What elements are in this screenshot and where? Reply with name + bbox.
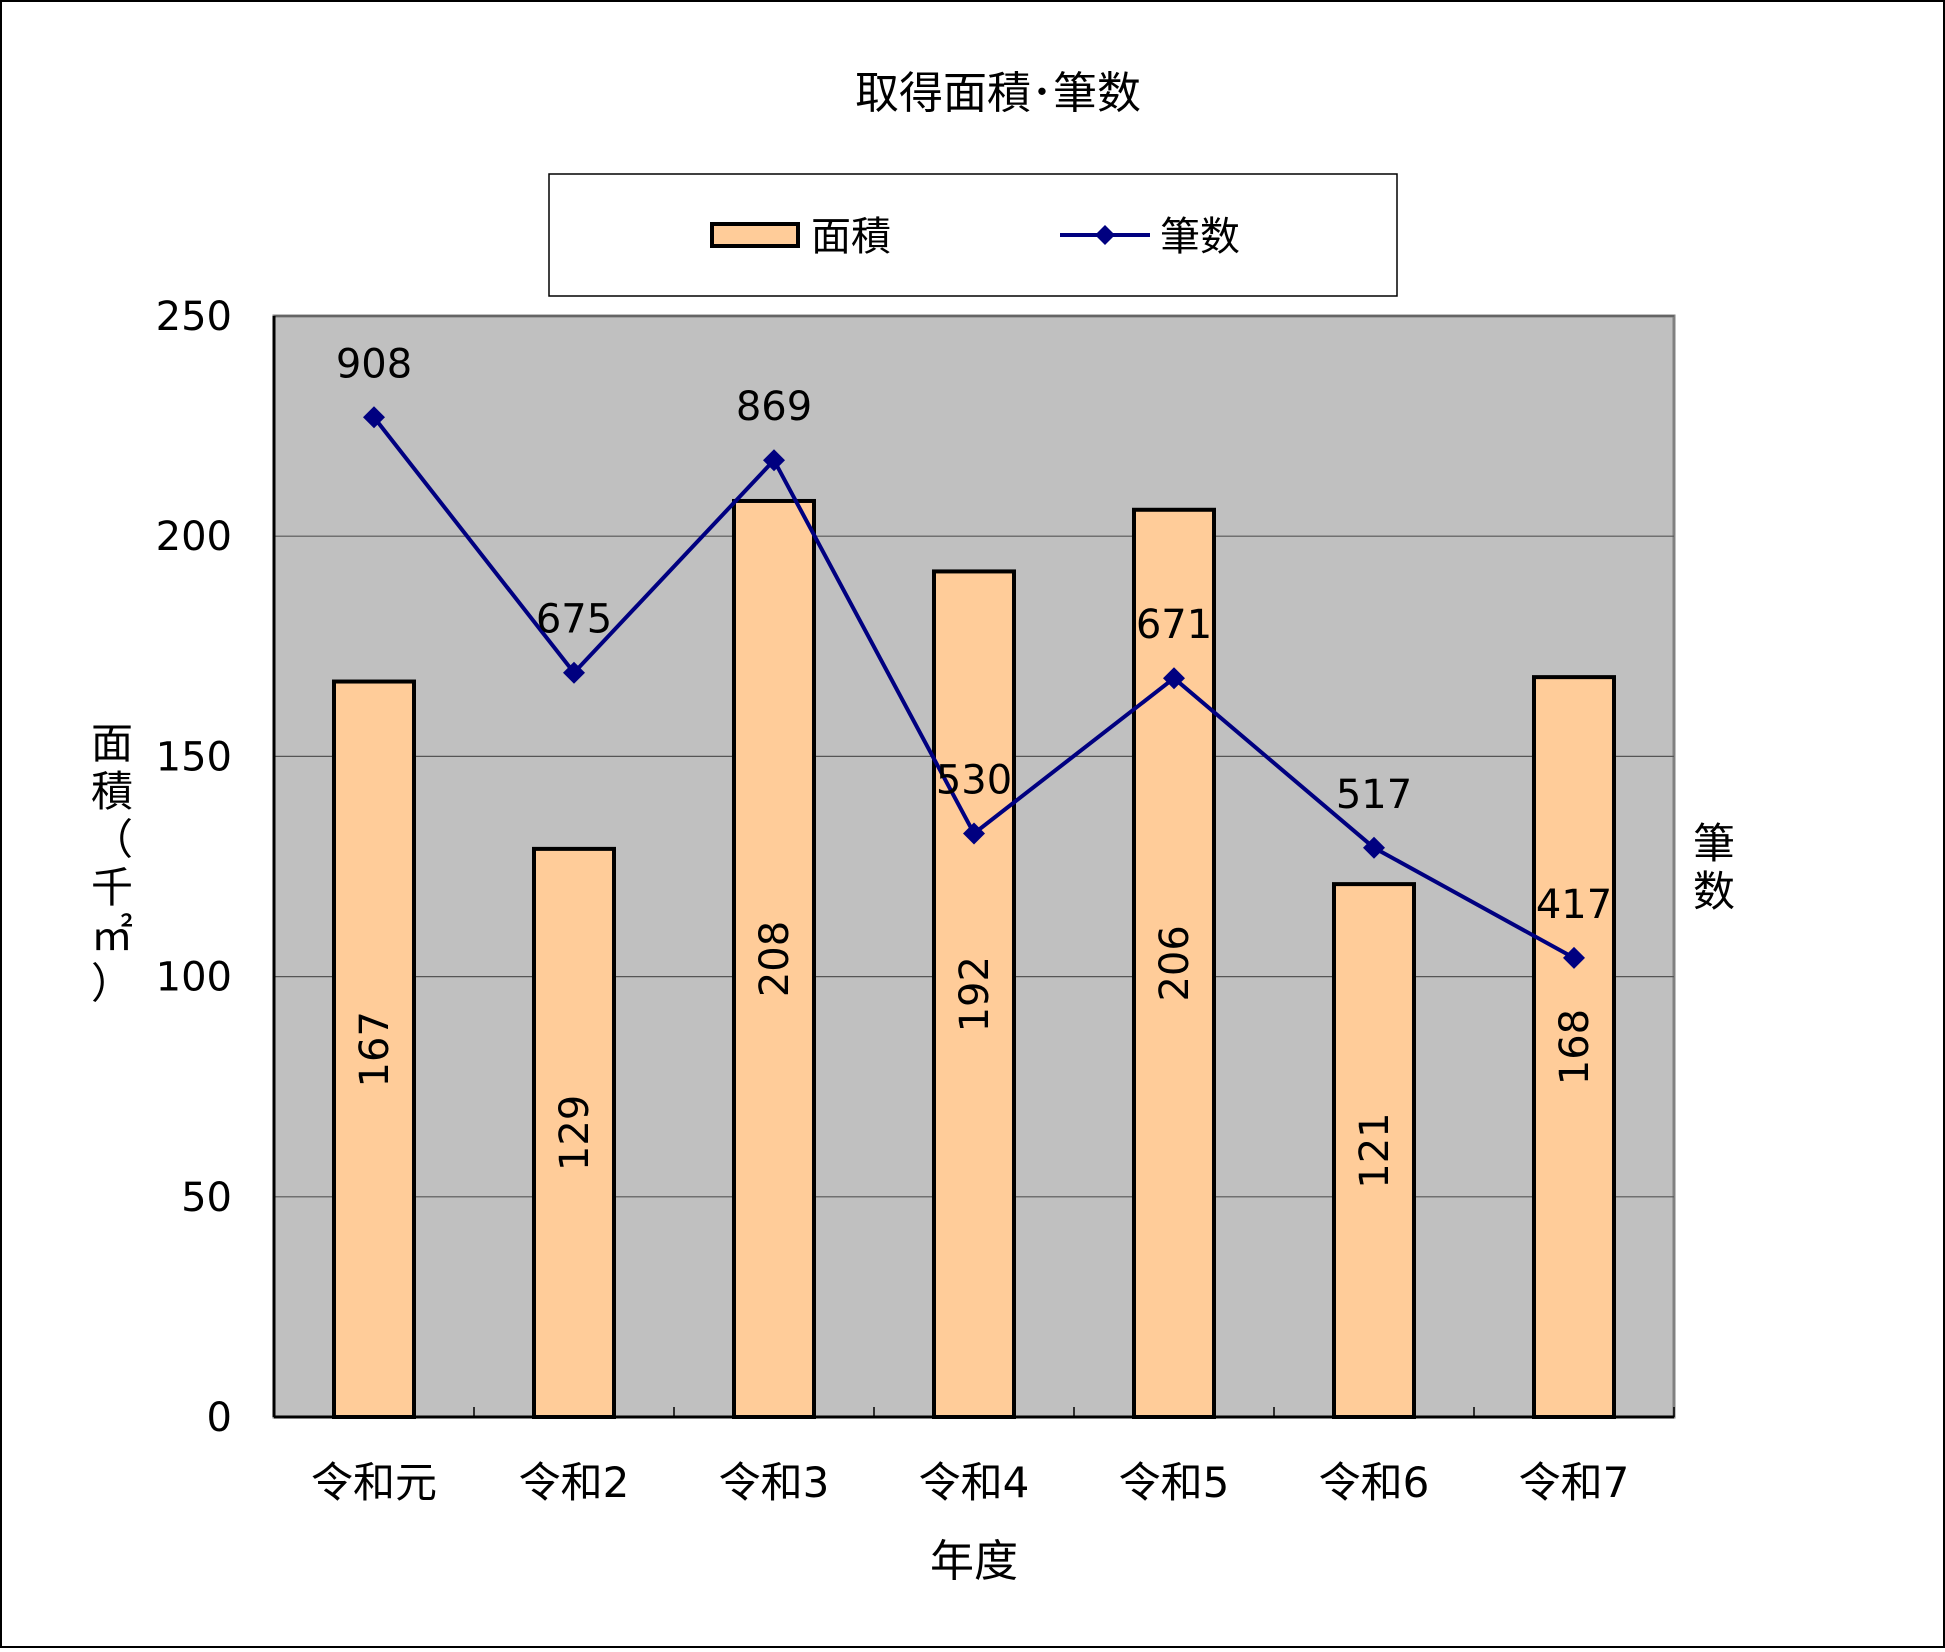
x-tick-label: 令和元 (311, 1458, 437, 1507)
count-marker (563, 661, 585, 684)
bar-data-label: 208 (752, 921, 798, 997)
bar (932, 569, 1016, 1419)
y2-axis-title-char: 筆 (1693, 819, 1735, 868)
count-marker (763, 449, 785, 472)
legend-label-area: 面積 (811, 214, 891, 260)
x-tick-label: 令和3 (719, 1458, 830, 1507)
legend-label-count: 筆数 (1160, 214, 1240, 260)
y-tick-label: 200 (156, 514, 232, 560)
count-data-label: 417 (1536, 882, 1612, 928)
count-marker (1163, 667, 1185, 690)
x-ticklabels: 令和元 令和2 令和3 令和4 令和5 令和6 令和7 (311, 1458, 1629, 1507)
y2-axis-title: 筆数 (1693, 819, 1735, 916)
count-marker (1363, 836, 1385, 859)
legend-swatch-count-marker (1095, 225, 1115, 245)
bar-data-label: 206 (1152, 925, 1198, 1001)
count-data-label: 675 (536, 597, 612, 643)
bar (1532, 675, 1616, 1419)
y-axis-title-char: 積 (91, 767, 133, 816)
count-data-label: 671 (1136, 602, 1212, 648)
y2-axis-title-char: 数 (1693, 867, 1735, 916)
y-tick-label: 250 (156, 294, 232, 340)
bar-data-label: 167 (352, 1011, 398, 1087)
x-tick-label: 令和7 (1519, 1458, 1630, 1507)
count-marker (363, 406, 385, 429)
bar (732, 498, 816, 1419)
bar-data-label: 168 (1552, 1009, 1598, 1085)
legend-box (548, 173, 1398, 297)
y-axis-title-char: （ (91, 815, 133, 864)
y-tick-label: 150 (156, 734, 232, 780)
bars (332, 498, 1616, 1419)
legend-swatch-area (710, 222, 800, 248)
line-labels: 908 675 869 530 671 517 417 (336, 341, 1612, 928)
y-axis-title-char: 千 (91, 863, 133, 912)
bar (532, 846, 616, 1419)
count-marker (1563, 946, 1585, 969)
count-data-label: 517 (1336, 772, 1412, 818)
line-series (363, 406, 1585, 969)
count-data-label: 908 (336, 341, 412, 387)
bar (332, 679, 416, 1419)
y-axis-title: 面積（千㎡） (91, 719, 133, 1008)
bar-labels: 167 129 208 192 206 121 168 (352, 921, 1598, 1189)
bar-data-label: 121 (1352, 1112, 1398, 1188)
bar-data-label: 129 (552, 1095, 598, 1171)
bar-data-label: 192 (952, 956, 998, 1032)
y-axis-title-char: ㎡ (91, 911, 133, 960)
y-tick-label: 100 (156, 955, 232, 1001)
y-ticklabels: 0 50 100 150 200 250 (156, 294, 232, 1441)
x-tick-label: 令和6 (1319, 1458, 1430, 1507)
y-axis-title-char: 面 (91, 719, 133, 768)
count-data-label: 869 (736, 384, 812, 430)
bar (1332, 882, 1416, 1419)
x-tick-label: 令和2 (519, 1458, 630, 1507)
y-axis-title-char: ） (91, 959, 133, 1008)
count-marker (963, 822, 985, 845)
count-data-label: 530 (936, 757, 1012, 803)
x-tick-label: 令和4 (919, 1458, 1030, 1507)
y-tick-label: 50 (181, 1175, 232, 1221)
x-axis-title: 年度 (930, 1536, 1018, 1587)
y-tick-label: 0 (207, 1395, 232, 1441)
legend: 面積 筆数 (548, 173, 1398, 297)
x-tick-label: 令和5 (1119, 1458, 1230, 1507)
chart-title: 取得面積･筆数 (855, 68, 1141, 119)
